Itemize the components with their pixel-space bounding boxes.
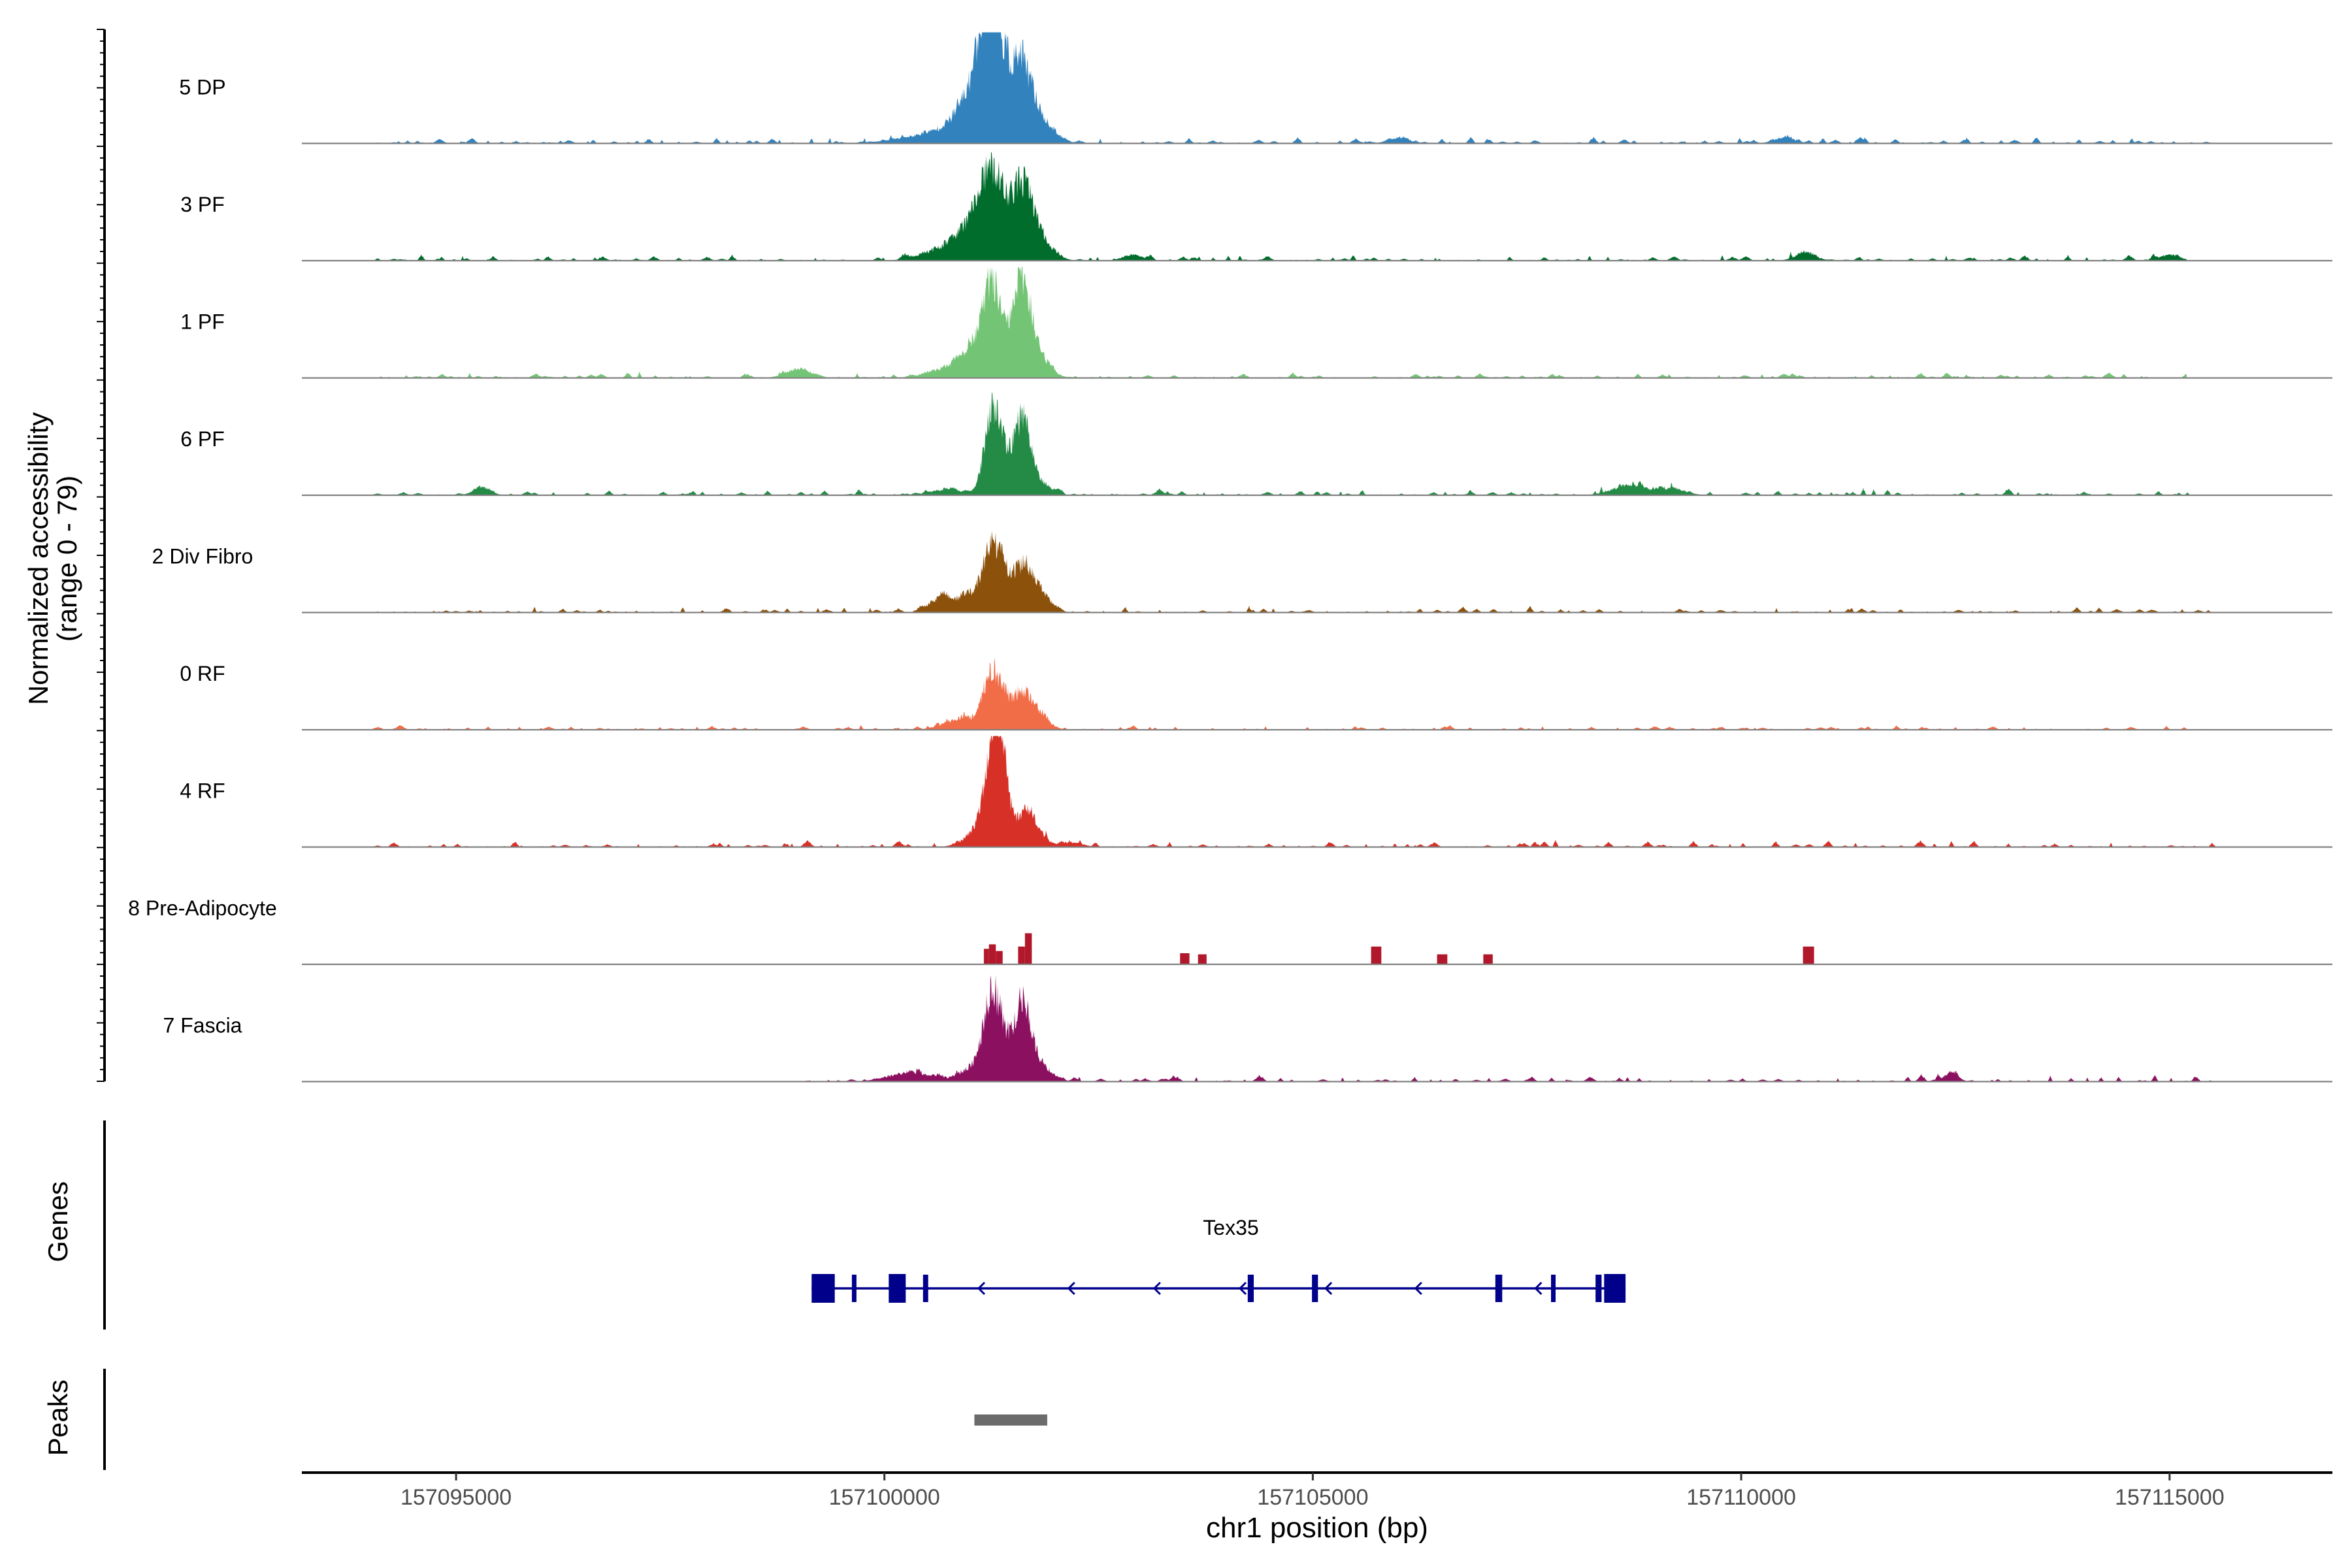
track-7-fascia: 7 Fascia [163,975,2332,1083]
gene-exon [811,1274,835,1303]
track-label: 4 RF [180,779,225,803]
gene-exon [851,1275,857,1302]
coverage-area [370,267,2187,378]
gene-exon [1247,1275,1254,1302]
coverage-bar [983,949,989,964]
x-tick-label: 157105000 [1257,1485,1368,1510]
track-5-dp: 5 DP [179,32,2332,144]
strand-arrow [1152,1281,1161,1296]
coverage-bar [1437,954,1448,964]
track-label: 3 PF [180,193,225,216]
gene-exon [923,1275,928,1302]
x-axis-title: chr1 position (bp) [1206,1512,1428,1544]
genes-panel [103,1120,1626,1330]
gene-exon [1604,1274,1626,1303]
x-tick-label: 157115000 [2115,1485,2225,1510]
coverage-bar [1483,954,1493,964]
strand-arrow [1324,1281,1333,1296]
coverage-bar [1198,954,1207,964]
x-tick-label: 157095000 [400,1485,512,1510]
y-axis [97,29,106,1082]
coverage-tracks: 5 DP 3 PF 1 PF 6 PF 2 Div Fibro 0 RF 4 RF 8 Pre… [128,32,2332,1083]
gene-exon [1495,1275,1503,1302]
track-label: 5 DP [179,76,225,99]
x-tick-label: 157110000 [1686,1485,1796,1510]
y-axis-title-line1: Normalized accessibility [23,412,54,705]
peaks-panel-title: Peaks [42,1380,73,1456]
track-4-rf: 4 RF [180,736,2332,848]
track-0-rf: 0 RF [180,657,2332,731]
x-axis: 157095000 157100000 157105000 157110000 1571… [302,1471,2332,1510]
strand-arrow [1534,1281,1543,1296]
track-8-pre-adipocyte: 8 Pre-Adipocyte [128,896,2332,966]
coverage-bar [1803,946,1814,964]
strand-arrow [1067,1281,1075,1296]
coverage-bar [1024,933,1032,964]
coverage-bar [1018,946,1025,964]
track-2-div-fibro: 2 Div Fibro [152,531,2332,613]
peaks-panel [103,1369,1047,1470]
coverage-bar [1180,953,1190,964]
gene-exon [1312,1275,1318,1302]
x-tick-label: 157100000 [829,1485,940,1510]
coverage-bar [1371,946,1382,964]
genes-panel-title: Genes [42,1181,73,1262]
strand-arrow [1238,1281,1247,1296]
strand-arrow [977,1281,986,1296]
coverage-bar [988,944,996,964]
coverage-area [370,531,2212,613]
coverage-area [370,32,2221,144]
track-label: 7 Fascia [163,1014,242,1037]
gene-exon [889,1274,906,1303]
gene-exon [1595,1275,1602,1302]
coverage-area [370,657,2221,730]
coverage-area [799,975,2212,1082]
track-label: 2 Div Fibro [152,545,253,568]
track-label: 8 Pre-Adipocyte [128,896,277,920]
coverage-bar [996,951,1003,964]
gene-name-label: Tex35 [1203,1216,1258,1239]
coverage-area [370,152,2187,261]
track-label: 0 RF [180,662,225,685]
track-label: 1 PF [180,310,225,334]
y-axis-title-line2: (range 0 - 79) [52,476,82,642]
peak-region [974,1414,1047,1426]
gene-exon [1551,1275,1556,1302]
track-label: 6 PF [180,427,225,451]
coverage-area [370,736,2221,847]
track-3-pf: 3 PF [180,152,2332,262]
strand-arrow [1414,1281,1422,1296]
track-1-pf: 1 PF [180,267,2332,379]
track-6-pf: 6 PF [180,392,2332,497]
coverage-area [370,392,2204,495]
